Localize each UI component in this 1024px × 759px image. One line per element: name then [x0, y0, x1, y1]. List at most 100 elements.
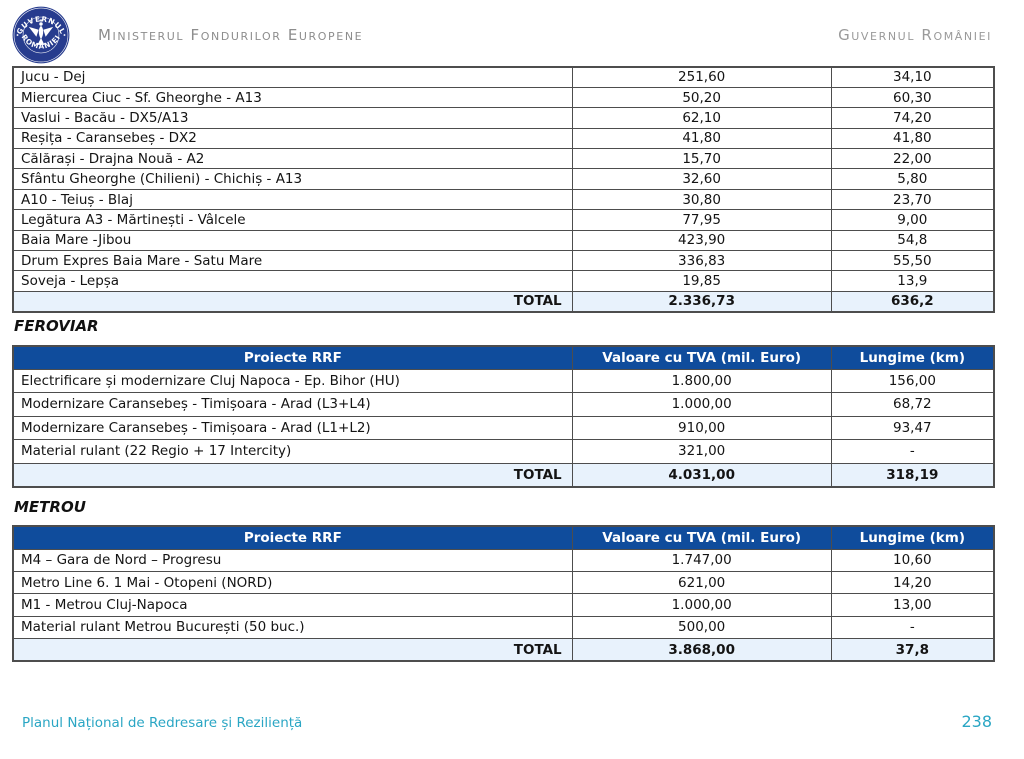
- government-name: Guvernul României: [838, 26, 992, 44]
- col-header-length: Lungime (km): [830, 525, 995, 550]
- railways-table: Proiecte RRF Valoare cu TVA (mil. Euro) …: [12, 345, 995, 488]
- project-cell: Miercurea Ciuc - Sf. Gheorghe - A13: [12, 86, 573, 109]
- project-cell: Vaslui - Bacău - DX5/A13: [12, 107, 573, 129]
- col-header-projects: Proiecte RRF: [12, 525, 573, 550]
- table-row: Jucu - Dej 251,60 34,10: [12, 66, 995, 88]
- header-row: Proiecte RRF Valoare cu TVA (mil. Euro) …: [12, 525, 995, 550]
- page-header: GUVERNUL ROMÂNIEI Ministerul Fondurilor …: [12, 6, 992, 64]
- project-cell: Soveja - Lepșa: [12, 270, 573, 292]
- project-cell: M1 - Metrou Cluj-Napoca: [12, 593, 573, 617]
- table-row: Sfântu Gheorghe (Chilieni) - Chichiș - A…: [12, 168, 995, 190]
- length-cell: 74,20: [830, 107, 995, 129]
- table-row: Modernizare Caransebeș - Timișoara - Ara…: [12, 392, 995, 417]
- footer-document-title: Planul Național de Redresare și Rezilien…: [22, 715, 303, 731]
- col-header-value: Valoare cu TVA (mil. Euro): [571, 345, 832, 370]
- col-header-length: Lungime (km): [830, 345, 995, 370]
- length-cell: 60,30: [830, 86, 995, 109]
- table-row: Baia Mare -Jibou 423,90 54,8: [12, 229, 995, 252]
- table-row: M1 - Metrou Cluj-Napoca 1.000,00 13,00: [12, 593, 995, 617]
- length-cell: -: [830, 439, 995, 464]
- value-cell: 1.000,00: [571, 593, 832, 617]
- section-title-metrou: METROU: [14, 498, 86, 516]
- value-cell: 500,00: [571, 615, 832, 640]
- value-cell: 251,60: [571, 66, 832, 88]
- table-row: Legătura A3 - Mărtinești - Vâlcele 77,95…: [12, 209, 995, 231]
- project-cell: Călărași - Drajna Nouă - A2: [12, 148, 573, 170]
- project-cell: Material rulant Metrou București (50 buc…: [12, 615, 573, 640]
- table-row: Călărași - Drajna Nouă - A2 15,70 22,00: [12, 148, 995, 170]
- total-length: 636,2: [830, 290, 995, 313]
- table-row: M4 – Gara de Nord – Progresu 1.747,00 10…: [12, 548, 995, 572]
- length-cell: 34,10: [830, 66, 995, 88]
- roads-table: Jucu - Dej 251,60 34,10 Miercurea Ciuc -…: [12, 66, 995, 313]
- table-row: Electrificare și modernizare Cluj Napoca…: [12, 368, 995, 393]
- length-cell: 41,80: [830, 127, 995, 150]
- metro-table: Proiecte RRF Valoare cu TVA (mil. Euro) …: [12, 525, 995, 662]
- total-value: 2.336,73: [571, 290, 832, 313]
- project-cell: A10 - Teiuș - Blaj: [12, 188, 573, 211]
- length-cell: 93,47: [830, 415, 995, 440]
- value-cell: 1.747,00: [571, 548, 832, 572]
- project-cell: Modernizare Caransebeș - Timișoara - Ara…: [12, 415, 573, 440]
- government-seal-icon: GUVERNUL ROMÂNIEI: [12, 6, 70, 64]
- total-label: TOTAL: [12, 462, 573, 487]
- col-header-projects: Proiecte RRF: [12, 345, 573, 370]
- value-cell: 41,80: [571, 127, 832, 150]
- value-cell: 1.000,00: [571, 392, 832, 417]
- project-cell: Modernizare Caransebeș - Timișoara - Ara…: [12, 392, 573, 417]
- project-cell: Drum Expres Baia Mare - Satu Mare: [12, 250, 573, 272]
- page-number: 238: [961, 712, 992, 731]
- total-label: TOTAL: [12, 290, 573, 313]
- total-value: 4.031,00: [571, 462, 832, 487]
- total-value: 3.868,00: [571, 638, 832, 662]
- total-length: 37,8: [830, 638, 995, 662]
- table-row: A10 - Teiuș - Blaj 30,80 23,70: [12, 188, 995, 211]
- length-cell: 13,9: [830, 270, 995, 292]
- length-cell: 54,8: [830, 229, 995, 252]
- ministry-name: Ministerul Fondurilor Europene: [98, 26, 364, 44]
- value-cell: 15,70: [571, 148, 832, 170]
- value-cell: 62,10: [571, 107, 832, 129]
- length-cell: 22,00: [830, 148, 995, 170]
- project-cell: M4 – Gara de Nord – Progresu: [12, 548, 573, 572]
- value-cell: 19,85: [571, 270, 832, 292]
- table-row: Material rulant Metrou București (50 buc…: [12, 615, 995, 640]
- table-row: Vaslui - Bacău - DX5/A13 62,10 74,20: [12, 107, 995, 129]
- project-cell: Jucu - Dej: [12, 66, 573, 88]
- table-row: Modernizare Caransebeș - Timișoara - Ara…: [12, 415, 995, 440]
- col-header-value: Valoare cu TVA (mil. Euro): [571, 525, 832, 550]
- length-cell: 156,00: [830, 368, 995, 393]
- table-row: Soveja - Lepșa 19,85 13,9: [12, 270, 995, 292]
- value-cell: 77,95: [571, 209, 832, 231]
- value-cell: 1.800,00: [571, 368, 832, 393]
- length-cell: 9,00: [830, 209, 995, 231]
- total-row: TOTAL 3.868,00 37,8: [12, 638, 995, 662]
- project-cell: Metro Line 6. 1 Mai - Otopeni (NORD): [12, 570, 573, 595]
- project-cell: Legătura A3 - Mărtinești - Vâlcele: [12, 209, 573, 231]
- value-cell: 50,20: [571, 86, 832, 109]
- project-cell: Material rulant (22 Regio + 17 Intercity…: [12, 439, 573, 464]
- project-cell: Electrificare și modernizare Cluj Napoca…: [12, 368, 573, 393]
- value-cell: 423,90: [571, 229, 832, 252]
- total-row: TOTAL 2.336,73 636,2: [12, 290, 995, 313]
- value-cell: 910,00: [571, 415, 832, 440]
- length-cell: 14,20: [830, 570, 995, 595]
- table-row: Miercurea Ciuc - Sf. Gheorghe - A13 50,2…: [12, 86, 995, 109]
- table-row: Metro Line 6. 1 Mai - Otopeni (NORD) 621…: [12, 570, 995, 595]
- value-cell: 30,80: [571, 188, 832, 211]
- table-row: Drum Expres Baia Mare - Satu Mare 336,83…: [12, 250, 995, 272]
- length-cell: 23,70: [830, 188, 995, 211]
- length-cell: 10,60: [830, 548, 995, 572]
- table-row: Material rulant (22 Regio + 17 Intercity…: [12, 439, 995, 464]
- project-cell: Sfântu Gheorghe (Chilieni) - Chichiș - A…: [12, 168, 573, 190]
- value-cell: 32,60: [571, 168, 832, 190]
- length-cell: 5,80: [830, 168, 995, 190]
- total-label: TOTAL: [12, 638, 573, 662]
- table-row: Reșița - Caransebeș - DX2 41,80 41,80: [12, 127, 995, 150]
- eagle-emblem: [28, 19, 54, 45]
- length-cell: 68,72: [830, 392, 995, 417]
- value-cell: 321,00: [571, 439, 832, 464]
- value-cell: 621,00: [571, 570, 832, 595]
- length-cell: -: [830, 615, 995, 640]
